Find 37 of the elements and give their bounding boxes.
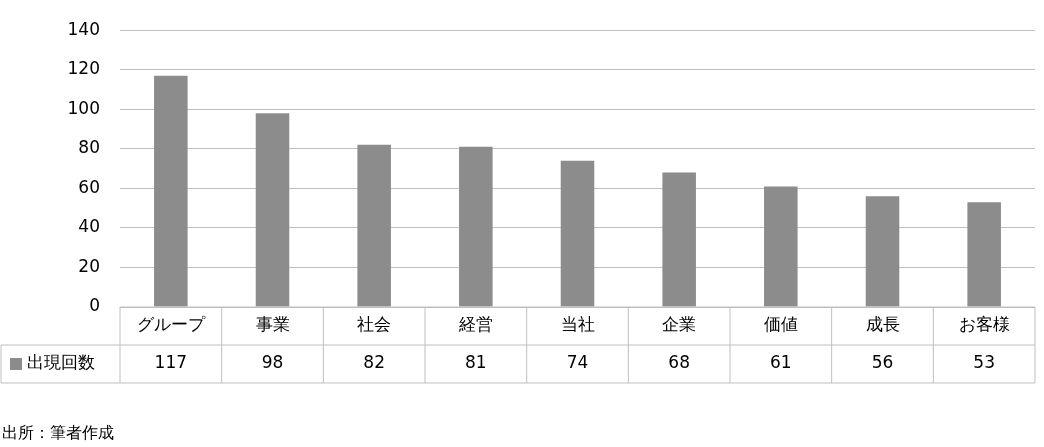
data-label: 98 [261,352,284,373]
bar [459,146,493,307]
x-tick-label: 社会 [357,314,392,335]
y-tick-label: 20 [78,255,100,276]
y-tick-label: 40 [78,216,100,237]
y-tick-label: 100 [67,97,100,118]
bar [154,75,188,307]
x-tick-label: 成長 [865,314,900,335]
x-tick-label: グループ [136,314,206,335]
bar [764,186,798,307]
y-tick-label: 120 [67,58,100,79]
bar [662,172,696,307]
x-tick-label: 当社 [560,314,595,335]
data-label: 117 [154,352,188,373]
x-tick-label: お客様 [958,314,1010,335]
data-label: 53 [973,352,995,373]
data-label: 68 [668,352,690,373]
bar [357,144,391,307]
legend-label: 出現回数 [27,352,95,373]
y-tick-label: 80 [78,137,100,158]
bar [255,113,290,307]
bar [560,160,595,307]
x-tick-label: 事業 [255,314,290,335]
data-label: 81 [465,352,487,373]
x-tick-label: 価値 [763,314,798,335]
bar [865,196,900,307]
y-tick-label: 0 [89,295,100,316]
bar [967,202,1001,307]
data-label: 82 [363,352,385,373]
y-tick-label: 140 [67,18,100,39]
data-label: 56 [871,352,894,373]
y-tick-label: 60 [78,176,100,197]
x-tick-label: 経営 [457,314,493,335]
data-label: 61 [770,352,792,373]
data-label: 74 [566,352,589,373]
x-tick-label: 企業 [662,314,697,335]
text: 出所：筆者作成 [2,423,114,443]
